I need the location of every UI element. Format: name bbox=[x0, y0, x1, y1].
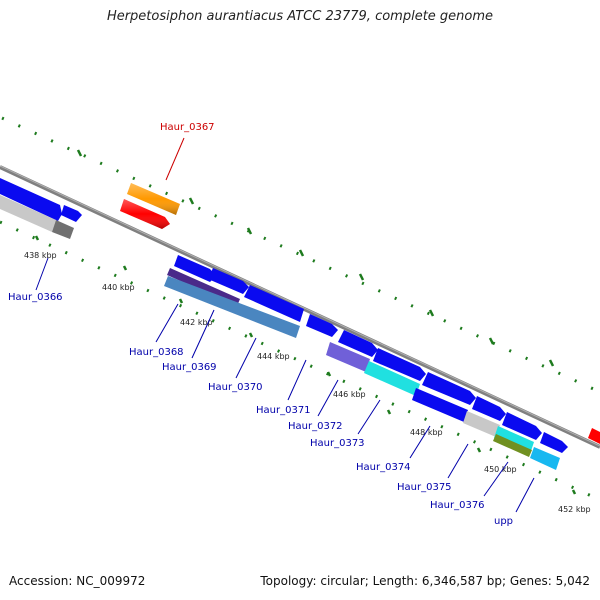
gene-feature-blue[interactable] bbox=[208, 268, 249, 294]
gene-label-haur-0372[interactable]: Haur_0372 bbox=[288, 421, 343, 432]
leader-line bbox=[447, 443, 469, 479]
gene-label-haur-0367[interactable]: Haur_0367 bbox=[160, 122, 215, 133]
map-title: Herpetosiphon aurantiacus ATCC 23779, co… bbox=[106, 9, 494, 24]
gene-label-upp[interactable]: upp bbox=[494, 516, 513, 527]
leader-line bbox=[155, 303, 179, 343]
gene-feature-haur-0371[interactable] bbox=[306, 314, 338, 337]
leader-line bbox=[483, 461, 509, 497]
gene-label-haur-0374[interactable]: Haur_0374 bbox=[356, 462, 411, 473]
scale-tick bbox=[248, 332, 254, 338]
gene-feature-haur-0375[interactable] bbox=[463, 411, 500, 437]
leader-line bbox=[515, 477, 535, 513]
gene-label-haur-0369[interactable]: Haur_0369 bbox=[162, 362, 217, 373]
outer-tick bbox=[298, 249, 305, 257]
genome-backbone bbox=[0, 165, 600, 449]
outer-tick bbox=[246, 227, 253, 235]
gene-feature-haur-0368[interactable] bbox=[174, 255, 216, 282]
gene-feature-blue[interactable] bbox=[422, 372, 476, 405]
gene-feature-blue[interactable] bbox=[338, 330, 378, 357]
scale-label-444: 444 kbp bbox=[257, 352, 290, 361]
outer-tick bbox=[188, 197, 195, 205]
leader-line bbox=[409, 425, 431, 459]
genome-summary-text: Topology: circular; Length: 6,346,587 bp… bbox=[260, 574, 590, 588]
gene-shade bbox=[120, 199, 170, 229]
leader-line bbox=[35, 257, 49, 291]
inner-genes bbox=[0, 178, 568, 470]
scale-tick bbox=[122, 265, 128, 271]
gene-feature-haur-0370[interactable] bbox=[164, 276, 300, 338]
scale-tick bbox=[34, 235, 40, 241]
scale-ticks bbox=[34, 149, 577, 495]
scale-tick bbox=[386, 409, 392, 415]
outer-tick-ring bbox=[1, 116, 600, 394]
scale-tick bbox=[326, 371, 332, 377]
gene-feature-darkgrey[interactable] bbox=[52, 220, 74, 239]
outer-tick bbox=[548, 359, 555, 367]
leader-line bbox=[317, 379, 339, 417]
outer-tick bbox=[358, 273, 365, 281]
gene-feature-blue[interactable] bbox=[502, 412, 542, 440]
gene-shade bbox=[127, 183, 180, 215]
leader-line bbox=[191, 309, 215, 359]
gene-label-haur-0366[interactable]: Haur_0366 bbox=[8, 292, 63, 303]
gene-feature-haur-0376-b[interactable] bbox=[493, 434, 532, 457]
scale-label-446: 446 kbp bbox=[333, 390, 366, 399]
outer-tick bbox=[428, 309, 435, 317]
gene-feature-upp[interactable] bbox=[530, 447, 560, 470]
gene-feature-haur-0374[interactable] bbox=[412, 388, 468, 422]
accession-text: Accession: NC_009972 bbox=[9, 574, 146, 588]
inner-scale-ring bbox=[0, 220, 600, 502]
gene-feature-blue[interactable] bbox=[472, 396, 506, 421]
scale-label-440: 440 kbp bbox=[102, 283, 135, 292]
scale-label-438: 438 kbp bbox=[24, 251, 57, 260]
gene-label-haur-0376[interactable]: Haur_0376 bbox=[430, 500, 485, 511]
scale-tick bbox=[571, 489, 577, 495]
scale-label-450: 450 kbp bbox=[484, 465, 517, 474]
scale-tick bbox=[178, 298, 184, 304]
scale-label-442: 442 kbp bbox=[180, 318, 213, 327]
backbone-highlight bbox=[0, 165, 600, 447]
leader-line-highlight bbox=[165, 137, 185, 181]
gene-feature-blue[interactable] bbox=[61, 205, 82, 222]
gene-feature-blue[interactable] bbox=[540, 432, 568, 453]
gene-feature-grey[interactable] bbox=[0, 195, 56, 232]
leader-lines bbox=[35, 137, 535, 513]
outer-tick bbox=[76, 149, 83, 157]
gene-feature-haur-0372[interactable] bbox=[326, 342, 370, 372]
gene-label-haur-0371[interactable]: Haur_0371 bbox=[256, 405, 311, 416]
outer-tick bbox=[488, 337, 495, 345]
leader-line bbox=[287, 359, 307, 401]
leader-line bbox=[235, 337, 257, 379]
gene-feature-red-edge[interactable] bbox=[588, 428, 600, 444]
outer-genes bbox=[120, 183, 600, 444]
gene-feature-blue[interactable] bbox=[373, 348, 426, 381]
scale-tick bbox=[476, 447, 482, 453]
gene-label-haur-0370[interactable]: Haur_0370 bbox=[208, 382, 263, 393]
scale-label-452: 452 kbp bbox=[558, 505, 591, 514]
gene-feature-blue[interactable] bbox=[0, 178, 62, 221]
gene-label-haur-0368[interactable]: Haur_0368 bbox=[129, 347, 184, 358]
leader-line bbox=[357, 399, 381, 435]
gene-label-haur-0375[interactable]: Haur_0375 bbox=[397, 482, 452, 493]
gene-label-haur-0373[interactable]: Haur_0373 bbox=[310, 438, 365, 449]
gene-feature-blue[interactable] bbox=[244, 285, 304, 322]
gene-feature-haur-0373[interactable] bbox=[364, 361, 420, 396]
